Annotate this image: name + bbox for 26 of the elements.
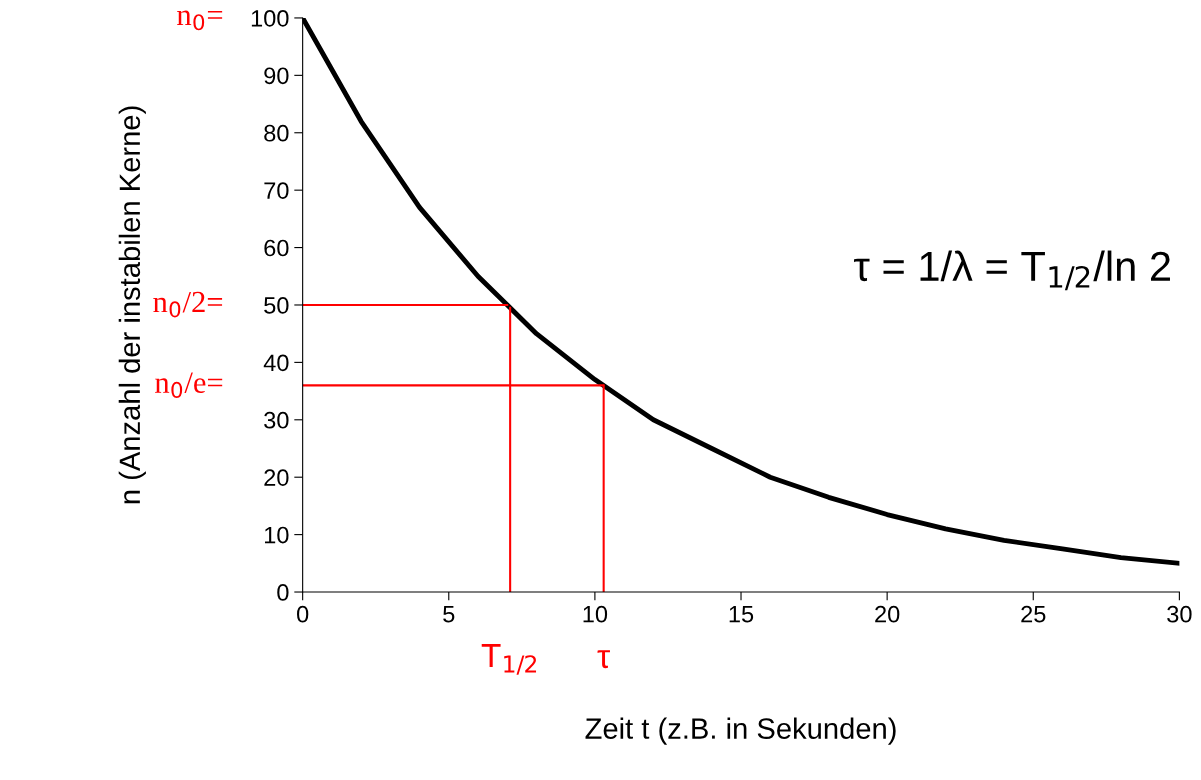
y-tick-label: 20 bbox=[264, 469, 289, 486]
ref-line-label: T$_{1/2}$ bbox=[481, 644, 537, 675]
x-tick-label: 25 bbox=[1021, 605, 1046, 623]
y-tick-label: 70 bbox=[264, 182, 289, 199]
y-tick-label: 100 bbox=[251, 10, 289, 27]
y-tick-label: 50 bbox=[264, 297, 289, 314]
y-tick-label: 60 bbox=[264, 239, 289, 257]
x-tick-label: 5 bbox=[443, 606, 455, 623]
x-tick-label: 20 bbox=[875, 605, 900, 623]
x-tick-label: 10 bbox=[583, 605, 608, 623]
y-tick-label: 30 bbox=[264, 411, 289, 429]
y-tick-label: 40 bbox=[263, 354, 289, 372]
text: n$_{0}$= bbox=[177, 10, 223, 31]
annotation: τ = 1/λ = T$_{1/2}$/ln 2 bbox=[854, 250, 1170, 291]
x-tick-label: 15 bbox=[729, 606, 754, 623]
y-tick-label: 80 bbox=[264, 124, 289, 142]
y-tick-label: 10 bbox=[265, 526, 289, 544]
y-tick-label: 90 bbox=[264, 67, 289, 85]
y-axis-title: n (Anzahl der instabilen Kerne) bbox=[118, 106, 146, 504]
ref-line-label: n$_{0}$/2= bbox=[153, 291, 223, 318]
x-tick-label: 30 bbox=[1167, 605, 1192, 623]
y-tick-label: 0 bbox=[277, 584, 289, 601]
x-axis-title: Zeit t (z.B. in Sekunden) bbox=[585, 717, 896, 745]
ref-line-label: τ bbox=[597, 650, 610, 669]
ref-line-label: n$_{0}$/e= bbox=[155, 372, 223, 398]
x-tick-label: 0 bbox=[297, 605, 309, 623]
